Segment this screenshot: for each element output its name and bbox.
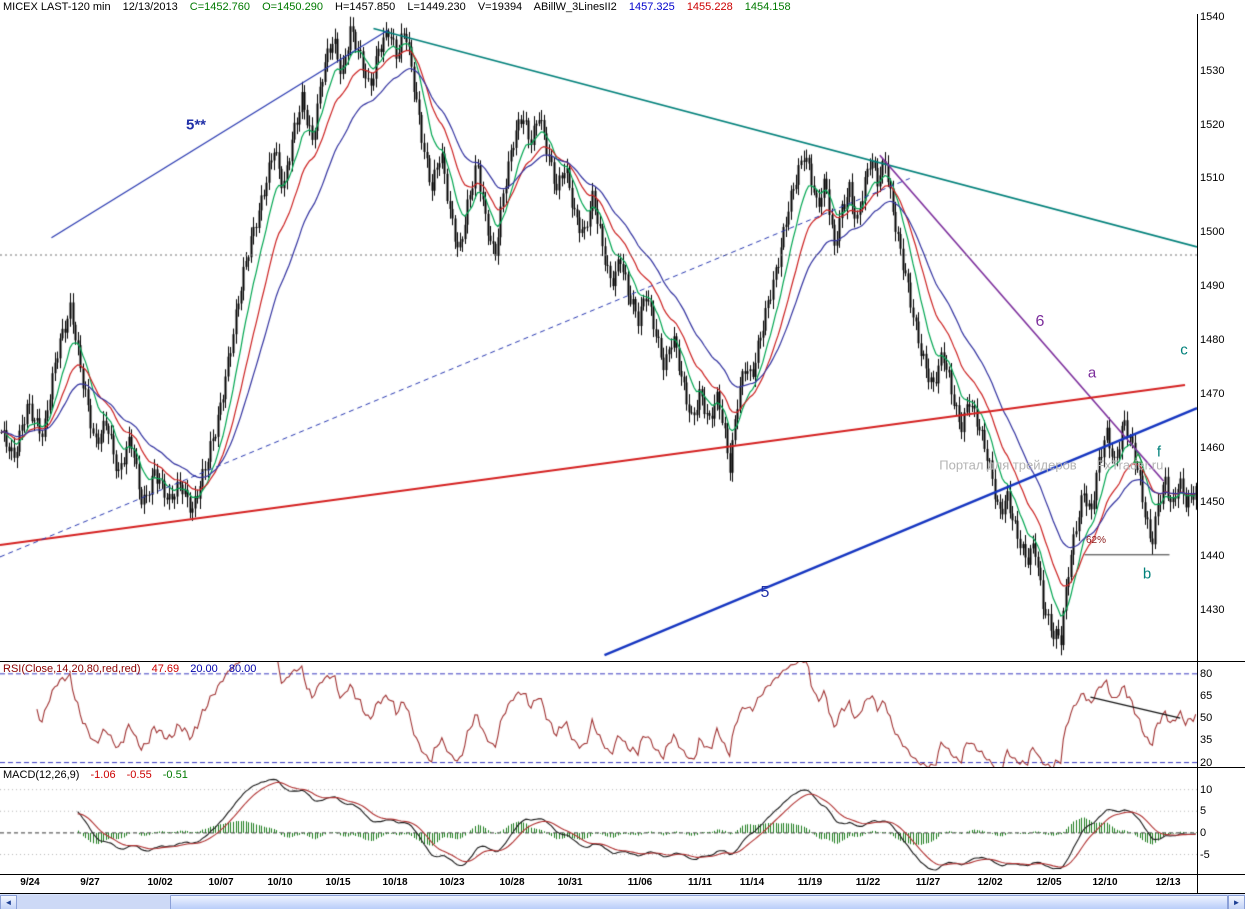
triangle-marker: △ [1133,450,1143,464]
date-axis-label: 12/05 [1036,877,1062,888]
study-value-green: 1454.158 [744,1,791,13]
date-axis-label: 11/19 [797,877,823,888]
macd-axis[interactable]: 10 5 0 -5 [1200,768,1245,874]
price-axis-label: 1520 [1200,119,1225,131]
price-pane[interactable]: 5** 6 a c f b 5 62% Портал для трейдеров FxTrader… [0,14,1197,661]
chart-header: MICEX LAST-120 min 12/13/2013 C=1452.760… [3,1,800,13]
price-axis-label: 1530 [1200,65,1225,77]
date-axis-label: 10/28 [499,877,525,888]
wave-5-label: 5 [760,584,770,601]
price-axis-label: 1540 [1200,11,1225,23]
wave-6-label: 6 [1035,313,1045,330]
wave-b-label: b [1142,565,1152,583]
date-axis-label: 11/14 [739,877,765,888]
price-axis-label: 1430 [1200,604,1225,616]
rsi-axis-label: 35 [1200,734,1213,746]
price-axis-label: 1510 [1200,172,1225,184]
price-rsi-divider[interactable] [0,661,1245,662]
date-axis-label: 10/02 [147,877,173,888]
price-axis-label: 1480 [1200,334,1225,346]
price-axis-label: 1440 [1200,550,1225,562]
macd-date-divider [0,874,1245,875]
date-axis-label: 12/13 [1155,877,1181,888]
date-axis-label: 11/06 [627,877,653,888]
header-close-value: C=1452.760 [189,1,251,13]
header-high-value: H=1457.850 [335,1,396,13]
date-axis-label: 10/10 [267,877,293,888]
date-axis-label: 9/24 [20,877,40,888]
macd-histogram-value: -0.51 [162,769,188,781]
date-axis-label: 10/07 [208,877,234,888]
rsi-axis-label: 80 [1200,668,1213,680]
header-volume-value: V=19394 [477,1,523,13]
scroll-right-icon: ► [1232,898,1241,907]
rsi-axis-label: 20 [1200,757,1213,769]
price-axis-label: 1500 [1200,226,1225,238]
macd-axis-label: -5 [1200,849,1210,861]
symbol-title: MICEX LAST-120 min [3,1,111,13]
wave-5-double-star-label: 5** [185,116,207,134]
rsi-upper-band-value: 80.00 [228,663,257,675]
date-axis-label: 10/23 [439,877,465,888]
price-axis-border [1197,14,1198,893]
date-axis-label: 11/27 [915,877,941,888]
watermark-site: FxTrader.ru [1096,457,1164,473]
rsi-macd-divider[interactable] [0,767,1245,768]
scroll-thumb[interactable] [170,895,1228,909]
price-axis-label: 1470 [1200,388,1225,400]
price-axis-label: 1490 [1200,280,1225,292]
horizontal-scrollbar[interactable]: ◄ ► [0,893,1245,909]
date-axis-label: 9/27 [80,877,100,888]
header-open-value: O=1450.290 [262,1,323,13]
macd-label-row: MACD(12,26,9) -1.06 -0.55 -0.51 [3,769,196,781]
rsi-axis-label: 65 [1200,690,1213,702]
rsi-pane[interactable]: RSI(Close,14,20,80,red,red) 47.69 20.00 … [0,662,1197,767]
date-axis[interactable]: 9/24 9/27 10/02 10/07 10/10 10/15 10/18 10/23 10… [0,875,1197,893]
price-chart-canvas[interactable] [0,14,1197,661]
fib-62-percent-label: 62% [1085,535,1107,546]
watermark-text: Портал для трейдеров [939,457,1077,473]
rsi-chart-canvas[interactable] [0,662,1197,767]
study-value-blue: 1457.325 [628,1,675,13]
date-axis-label: 12/10 [1092,877,1118,888]
price-axis[interactable]: 1540 1530 1520 1510 1500 1490 1480 1470 1460 1450… [1200,11,1245,661]
rsi-current-value: 47.69 [151,663,180,675]
rsi-axis-label: 50 [1200,712,1213,724]
scroll-right-button[interactable]: ► [1228,895,1245,909]
macd-study-label: MACD(12,26,9) [3,769,80,781]
macd-axis-label: 5 [1200,805,1207,817]
rsi-axis[interactable]: 80 65 50 35 20 [1200,662,1245,769]
macd-chart-canvas[interactable] [0,768,1197,874]
price-axis-label: 1450 [1200,496,1225,508]
price-axis-label: 1460 [1200,442,1225,454]
date-axis-label: 11/11 [688,877,712,888]
scroll-left-icon: ◄ [4,898,13,907]
wave-c-label: c [1180,341,1188,359]
study-value-red: 1455.228 [686,1,733,13]
date-axis-label: 11/22 [855,877,881,888]
macd-pane[interactable]: MACD(12,26,9) -1.06 -0.55 -0.51 [0,768,1197,874]
wave-f-label: f [1156,443,1162,461]
header-low-value: L=1449.230 [407,1,466,13]
date-axis-label: 12/02 [977,877,1003,888]
study-name: ABillW_3LinesII2 [533,1,617,13]
rsi-lower-band-value: 20.00 [190,663,218,675]
header-date: 12/13/2013 [122,1,178,13]
rsi-study-label: RSI(Close,14,20,80,red,red) [3,663,141,675]
macd-value: -1.06 [90,769,116,781]
macd-signal-value: -0.55 [126,769,152,781]
date-axis-label: 10/18 [382,877,408,888]
macd-axis-label: 0 [1200,827,1207,839]
rsi-label-row: RSI(Close,14,20,80,red,red) 47.69 20.00 … [3,663,264,675]
macd-axis-label: 10 [1200,784,1213,796]
date-axis-label: 10/15 [325,877,351,888]
scroll-left-button[interactable]: ◄ [0,895,17,909]
wave-a-label: a [1087,364,1097,382]
date-axis-label: 10/31 [557,877,583,888]
